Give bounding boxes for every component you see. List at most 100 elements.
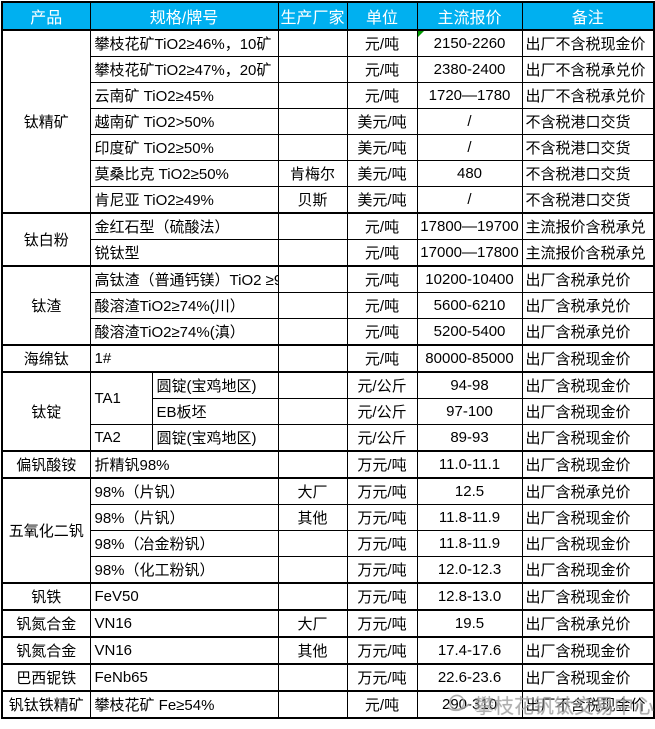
table-row: 钒铁 FeV50 万元/吨 12.8-13.0 出厂含税现金价 (1, 582, 655, 611)
cell-product: 巴西铌铁 (1, 663, 91, 692)
cell-note: 出厂含税承兑价 (521, 477, 655, 505)
table-row: TA2 圆锭(宝鸡地区) 元/公斤 89-93 出厂含税现金价 (2, 424, 655, 452)
cell-note: 不含税港口交货 (521, 160, 655, 187)
cell-product: 钛精矿 (1, 29, 91, 214)
cell-price: 2150-2260 (416, 29, 523, 57)
cell-manufacturer (277, 371, 348, 399)
cell-note: 出厂含税承兑价 (521, 292, 655, 319)
cell-price: 12.5 (416, 477, 523, 505)
cell-price: 10200-10400 (416, 265, 523, 293)
cell-manufacturer (277, 424, 348, 452)
table-row: 偏钒酸铵 折精钒98% 万元/吨 11.0-11.1 出厂含税现金价 (1, 450, 655, 479)
cell-unit: 元/公斤 (346, 398, 418, 425)
cell-note: 出厂含税现金价 (521, 398, 655, 425)
cell-manufacturer: 大厂 (277, 609, 348, 638)
cell-spec: 折精钒98% (89, 450, 279, 479)
cell-spec: 莫桑比克 TiO2≥50% (89, 160, 279, 187)
table-row: 莫桑比克 TiO2≥50% 肯梅尔 美元/吨 480 不含税港口交货 (2, 160, 655, 187)
cell-price: 17800—19700 (416, 212, 523, 240)
cell-spec: 锐钛型 (89, 239, 279, 267)
table-row: 钒氮合金 VN16 大厂 万元/吨 19.5 出厂含税承兑价 (1, 609, 655, 638)
cell-product: 海绵钛 (1, 344, 91, 373)
cell-price: 2380-2400 (416, 56, 523, 83)
cell-price: 12.0-12.3 (416, 556, 523, 584)
cell-spec: 印度矿 TiO2≥50% (89, 134, 279, 161)
cell-price: 11.8-11.9 (416, 504, 523, 531)
cell-price: 11.0-11.1 (416, 450, 523, 479)
table-row: 钛精矿 攀枝花矿TiO2≥46%，10矿 元/吨 2150-2260 出厂不含税… (1, 29, 655, 214)
cell-unit: 万元/吨 (346, 477, 418, 505)
table-row: 98%（化工粉钒） 万元/吨 12.0-12.3 出厂含税现金价 (2, 556, 655, 584)
cell-manufacturer (277, 292, 348, 319)
cell-manufacturer (277, 134, 348, 161)
cell-price: 5200-5400 (416, 318, 523, 346)
table-row: 巴西铌铁 FeNb65 万元/吨 22.6-23.6 出厂含税现金价 (1, 663, 655, 692)
cell-spec: 酸溶渣TiO2≥74%(滇） (89, 318, 279, 346)
cell-manufacturer (277, 212, 348, 240)
cell-unit: 元/吨 (346, 29, 418, 57)
cell-manufacturer: 其他 (277, 504, 348, 531)
cell-price: 11.8-11.9 (416, 530, 523, 557)
cell-unit: 元/吨 (346, 239, 418, 267)
cell-note: 主流报价含税承兑 (521, 239, 655, 267)
table-row: 钛白粉 金红石型（硫酸法） 元/吨 17800—19700 主流报价含税承兑 (1, 212, 655, 267)
cell-manufacturer (277, 398, 348, 425)
cell-product: 钛锭 (1, 371, 91, 452)
cell-note: 出厂含税承兑价 (521, 318, 655, 346)
cell-unit: 元/公斤 (346, 371, 418, 399)
cell-product: 钛白粉 (1, 212, 91, 267)
cell-unit: 元/吨 (346, 292, 418, 319)
cell-spec: 98%（冶金粉钒） (89, 530, 279, 557)
cell-price: 89-93 (416, 424, 523, 452)
cell-unit: 万元/吨 (346, 582, 418, 611)
cell-spec: 1# (89, 344, 279, 373)
cell-manufacturer: 贝斯 (277, 186, 348, 214)
cell-price: 17000—17800 (416, 239, 523, 267)
cell-spec: 云南矿 TiO2≥45% (89, 82, 279, 109)
cell-note: 出厂含税现金价 (521, 663, 655, 692)
cell-price: 22.6-23.6 (416, 663, 523, 692)
cell-unit: 万元/吨 (346, 636, 418, 665)
table-row: EB板坯 元/公斤 97-100 出厂含税现金价 (2, 398, 655, 425)
cell-spec: VN16 (89, 636, 279, 665)
cell-spec-grade: TA2 (89, 424, 153, 452)
cell-note: 不含税港口交货 (521, 134, 655, 161)
cell-spec: 攀枝花矿 Fe≥54% (89, 690, 279, 719)
col-header-product: 产品 (1, 1, 91, 31)
cell-note: 出厂不含税承兑价 (521, 56, 655, 83)
cell-comment-marker-icon (418, 31, 424, 37)
cell-price: 1720—1780 (416, 82, 523, 109)
cell-unit: 元/吨 (346, 344, 418, 373)
cell-manufacturer (277, 556, 348, 584)
cell-unit: 元/吨 (346, 690, 418, 719)
cell-manufacturer (277, 82, 348, 109)
cell-spec-form: EB板坯 (151, 398, 279, 425)
cell-product: 五氧化二钒 (1, 477, 91, 584)
cell-note: 出厂含税现金价 (521, 424, 655, 452)
cell-unit: 万元/吨 (346, 504, 418, 531)
cell-spec-grade: TA1 (89, 371, 153, 425)
cell-product: 偏钒酸铵 (1, 450, 91, 479)
table-row: 云南矿 TiO2≥45% 元/吨 1720—1780 出厂不含税承兑价 (2, 82, 655, 109)
cell-spec: 98%（片钒） (89, 504, 279, 531)
cell-spec: 酸溶渣TiO2≥74%(川） (89, 292, 279, 319)
cell-manufacturer: 大厂 (277, 477, 348, 505)
cell-price: 19.5 (416, 609, 523, 638)
table-row: 海绵钛 1# 元/吨 80000-85000 出厂含税现金价 (1, 344, 655, 373)
cell-product: 钒钛铁精矿 (1, 690, 91, 719)
cell-spec: 98%（片钒） (89, 477, 279, 505)
table-row: 98%（片钒） 其他 万元/吨 11.8-11.9 出厂含税现金价 (2, 504, 655, 531)
cell-note: 出厂含税现金价 (521, 344, 655, 373)
col-header-price: 主流报价 (416, 1, 523, 31)
table-row: 钛锭 TA1 圆锭(宝鸡地区) 元/公斤 94-98 出厂含税现金价 (1, 371, 655, 452)
cell-price: / (416, 186, 523, 214)
cell-manufacturer (277, 29, 348, 57)
cell-price: 94-98 (416, 371, 523, 399)
cell-price: / (416, 134, 523, 161)
cell-unit: 美元/吨 (346, 108, 418, 135)
cell-note: 出厂不含税承兑价 (521, 82, 655, 109)
cell-unit: 万元/吨 (346, 556, 418, 584)
cell-manufacturer (277, 108, 348, 135)
cell-note: 出厂含税现金价 (521, 450, 655, 479)
